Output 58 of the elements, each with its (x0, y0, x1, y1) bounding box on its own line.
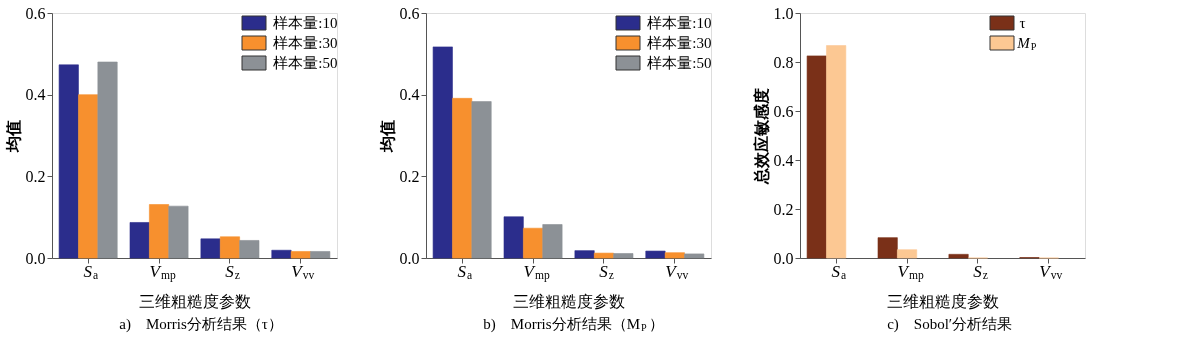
y-tick-label: 0.6 (25, 4, 46, 22)
bar (684, 253, 705, 259)
legend-label: τ (1019, 15, 1026, 31)
text: c) Sobol′分析结果 (887, 316, 1013, 333)
bar (877, 237, 898, 259)
y-tick-label: 0.2 (773, 200, 794, 218)
legend-label: 样本量:30 (647, 35, 712, 51)
bar (168, 205, 189, 259)
legend-label: 样本量:50 (273, 55, 338, 71)
bar (503, 216, 524, 259)
y-tick-label: 0.0 (399, 249, 420, 267)
bar (523, 227, 544, 259)
y-tick-label: 0.4 (773, 151, 794, 169)
text: a) Morris分析结果（τ） (119, 316, 283, 333)
y-axis-title: 均值 (4, 120, 22, 153)
y-tick-label: 0.8 (773, 53, 794, 71)
bar (239, 240, 260, 259)
legend-label: 样本量:30 (273, 35, 338, 51)
y-tick-label: 0.2 (25, 167, 46, 185)
legend-label: 样本量:10 (647, 15, 712, 31)
bar (271, 249, 292, 259)
bar (200, 238, 221, 259)
y-tick-label: 0.6 (773, 102, 794, 120)
bar (574, 250, 595, 259)
y-tick-label: 0.4 (25, 86, 46, 104)
legend-label: 样本量:10 (273, 15, 338, 31)
legend-label: 样本量:50 (647, 55, 712, 71)
bar (542, 224, 563, 259)
bar (806, 55, 827, 259)
y-tick-label: 0.2 (399, 167, 420, 185)
bar (948, 254, 969, 259)
bar (290, 251, 311, 259)
bar (593, 252, 614, 259)
bar (897, 249, 918, 259)
bar (58, 64, 79, 259)
bar (664, 252, 685, 259)
x-axis-title: 三维粗糙度参数 (887, 293, 999, 310)
y-tick-label: 1.0 (773, 4, 794, 22)
bar (826, 45, 847, 259)
bar (471, 101, 492, 259)
bar (613, 253, 634, 259)
y-tick-label: 0.0 (25, 249, 46, 267)
y-tick-label: 0.4 (399, 86, 420, 104)
bar (97, 61, 118, 259)
x-axis-title: 三维粗糙度参数 (513, 293, 625, 310)
y-tick-label: 0.0 (773, 249, 794, 267)
bar (645, 250, 666, 259)
y-axis-title: 均值 (378, 120, 396, 153)
y-axis-title: 总效应敏感度 (751, 88, 770, 185)
bar (452, 98, 473, 259)
x-axis-title: 三维粗糙度参数 (139, 293, 251, 310)
bar (129, 222, 150, 259)
bar (78, 94, 99, 259)
bar (432, 46, 453, 259)
y-tick-label: 0.6 (399, 4, 420, 22)
bar (310, 251, 331, 259)
bar (149, 204, 170, 259)
bar (219, 236, 240, 259)
